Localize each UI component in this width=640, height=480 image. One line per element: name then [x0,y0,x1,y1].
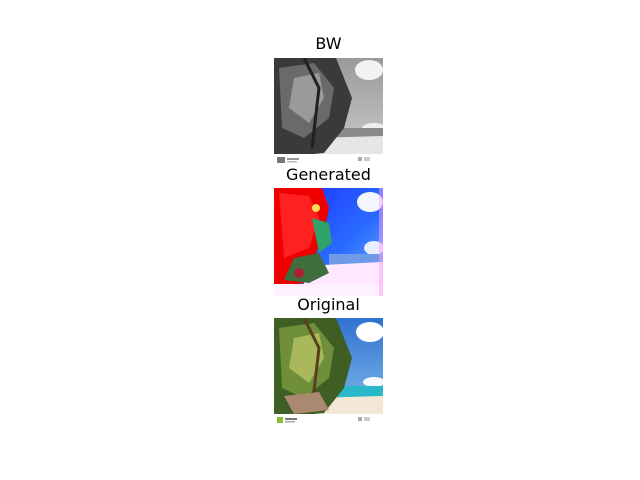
panel-title-bw: BW [315,34,342,53]
panel-title-generated: Generated [286,165,371,184]
panel-title-original: Original [297,295,360,314]
original-image [274,318,383,426]
generated-image [274,188,383,296]
bw-image [274,58,383,166]
